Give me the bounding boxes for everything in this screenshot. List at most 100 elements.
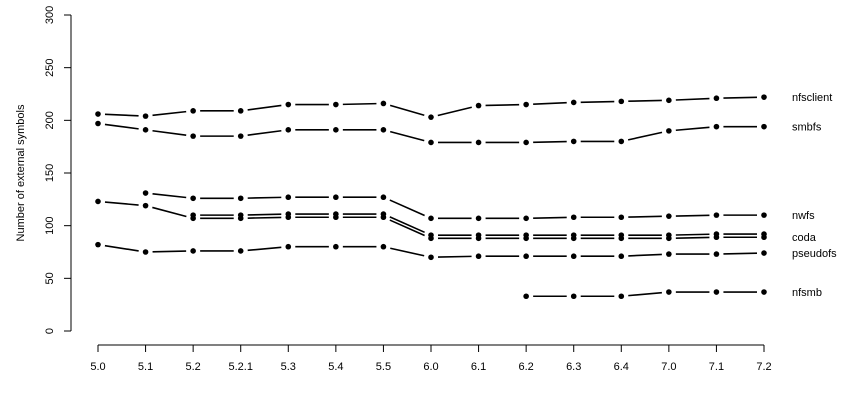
line-segment — [389, 130, 425, 142]
data-point — [618, 98, 625, 105]
data-point — [713, 251, 720, 257]
x-tick-label: 5.0 — [90, 361, 105, 373]
data-point — [713, 212, 720, 218]
data-point — [523, 293, 529, 300]
x-tick-label: 6.4 — [614, 361, 629, 373]
line-segment — [390, 247, 425, 257]
data-point — [380, 214, 387, 221]
data-point — [475, 235, 482, 242]
plot-area: nfsclient smbfs nwfs coda pseudofs nfsmb — [95, 92, 837, 300]
data-point — [475, 215, 482, 222]
data-point — [761, 289, 767, 295]
data-point — [713, 234, 720, 241]
line-segment — [627, 131, 663, 141]
data-point — [666, 251, 672, 257]
series-label: nwfs — [792, 210, 815, 222]
data-point — [761, 234, 767, 241]
line-segment — [389, 199, 425, 217]
x-tick-label: 5.2.1 — [228, 361, 252, 373]
line-segment — [247, 213, 282, 216]
line-segment — [628, 99, 662, 103]
x-tick-label: 5.5 — [376, 361, 391, 373]
data-point — [190, 195, 196, 202]
line-segment — [389, 104, 425, 117]
data-point — [285, 214, 292, 221]
data-point — [570, 214, 577, 221]
data-point — [285, 243, 292, 250]
data-point — [523, 215, 529, 222]
line-segment — [675, 214, 710, 217]
y-tick-label: 50 — [44, 272, 56, 284]
data-point — [618, 293, 625, 300]
data-point — [570, 138, 577, 145]
data-point — [523, 139, 529, 146]
line-segment — [437, 255, 472, 258]
data-point — [142, 113, 149, 119]
line-segment — [628, 291, 662, 297]
data-point — [428, 235, 434, 242]
series-label: pseudofs — [792, 248, 837, 260]
y-tick-label: 150 — [44, 164, 56, 182]
data-point — [570, 253, 577, 260]
data-point — [428, 114, 434, 120]
data-point — [333, 243, 339, 250]
line-segment — [675, 97, 710, 101]
data-point — [761, 250, 767, 256]
data-point — [190, 133, 196, 139]
series-pseudofs: pseudofs — [95, 241, 837, 261]
data-point — [713, 289, 720, 295]
data-point — [523, 235, 529, 242]
data-point — [190, 215, 196, 222]
line-segment — [104, 113, 139, 117]
data-point — [570, 293, 577, 300]
line-segment — [104, 244, 139, 252]
series-smbfs: smbfs — [95, 120, 822, 146]
line-segment — [152, 192, 187, 199]
data-point — [428, 139, 434, 146]
data-point — [95, 111, 101, 117]
line-segment — [247, 246, 282, 252]
series-label: nfsmb — [792, 287, 822, 299]
y-tick-label: 300 — [44, 6, 56, 24]
data-point — [666, 289, 672, 295]
data-point — [380, 100, 387, 107]
line-segment — [152, 129, 187, 137]
data-point — [618, 214, 625, 221]
data-point — [333, 101, 339, 108]
data-point — [237, 133, 244, 139]
data-point — [523, 253, 529, 260]
y-tick-label: 250 — [44, 58, 56, 76]
data-point — [761, 94, 767, 100]
line-segment — [723, 96, 758, 99]
line-segment — [247, 216, 282, 219]
line-segment — [628, 215, 662, 218]
line-segment — [437, 106, 472, 117]
line-segment — [675, 236, 710, 239]
x-tick-label: 5.2 — [185, 361, 200, 373]
data-point — [333, 214, 339, 221]
data-point — [523, 101, 529, 108]
data-point — [142, 202, 149, 209]
data-point — [285, 101, 292, 108]
data-point — [237, 195, 244, 202]
data-point — [142, 249, 149, 255]
data-point — [380, 243, 387, 250]
y-axis-label: Number of external symbols — [15, 104, 27, 241]
data-point — [475, 139, 482, 146]
x-axis: 5.0 5.1 5.2 5.2.1 5.3 5.4 5.5 6.0 6.1 6.2 6.3 6.4 7.… — [90, 344, 772, 373]
x-tick-label: 6.3 — [566, 361, 581, 373]
series-label: coda — [792, 232, 817, 244]
series-nfsmb: nfsmb — [523, 287, 822, 300]
data-point — [142, 127, 149, 133]
x-tick-label: 5.1 — [138, 361, 153, 373]
y-axis: 0 50 100 150 200 250 300 — [44, 6, 72, 334]
data-point — [713, 123, 720, 130]
y-tick-label: 100 — [44, 216, 56, 234]
data-point — [618, 235, 625, 242]
line-segment — [533, 140, 567, 144]
line-segment — [247, 104, 282, 111]
line-segment — [389, 219, 425, 237]
line-segment — [104, 123, 139, 130]
line-segment — [152, 110, 187, 117]
